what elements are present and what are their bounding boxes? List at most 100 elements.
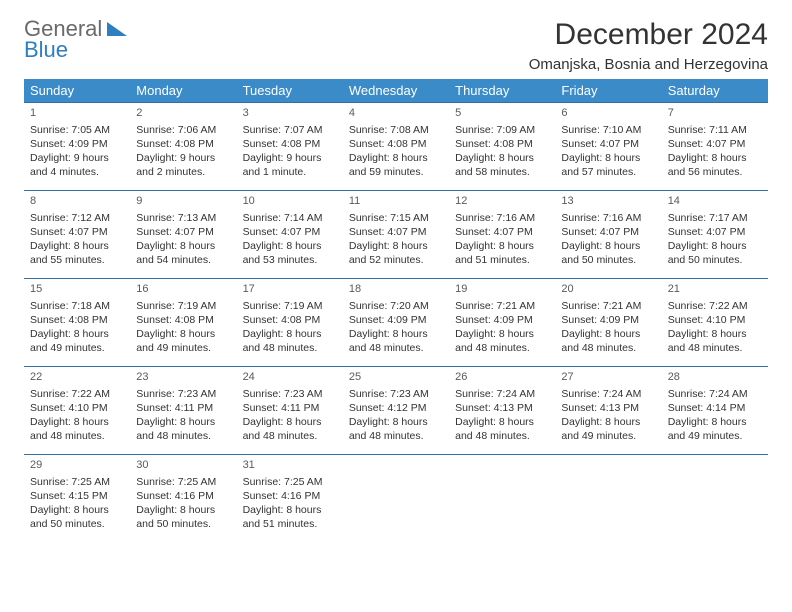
day-number: 14	[668, 194, 762, 209]
cell-day2: and 50 minutes.	[136, 517, 230, 531]
cell-day1: Daylight: 8 hours	[136, 503, 230, 517]
day-number: 16	[136, 282, 230, 297]
calendar-cell: 4Sunrise: 7:08 AMSunset: 4:08 PMDaylight…	[343, 103, 449, 191]
day-number: 2	[136, 106, 230, 121]
cell-sunset: Sunset: 4:07 PM	[243, 225, 337, 239]
cell-sunset: Sunset: 4:08 PM	[349, 137, 443, 151]
cell-day1: Daylight: 8 hours	[243, 503, 337, 517]
cell-day2: and 51 minutes.	[243, 517, 337, 531]
cell-sunset: Sunset: 4:07 PM	[455, 225, 549, 239]
cell-day1: Daylight: 8 hours	[561, 415, 655, 429]
cell-day1: Daylight: 8 hours	[668, 151, 762, 165]
weekday-header: Thursday	[449, 79, 555, 103]
calendar-cell	[343, 455, 449, 543]
cell-sunset: Sunset: 4:07 PM	[30, 225, 124, 239]
calendar-cell: 22Sunrise: 7:22 AMSunset: 4:10 PMDayligh…	[24, 367, 130, 455]
cell-sunrise: Sunrise: 7:22 AM	[30, 387, 124, 401]
cell-sunset: Sunset: 4:08 PM	[30, 313, 124, 327]
cell-sunset: Sunset: 4:08 PM	[455, 137, 549, 151]
calendar-cell: 15Sunrise: 7:18 AMSunset: 4:08 PMDayligh…	[24, 279, 130, 367]
cell-sunset: Sunset: 4:07 PM	[349, 225, 443, 239]
day-number: 26	[455, 370, 549, 385]
cell-sunrise: Sunrise: 7:07 AM	[243, 123, 337, 137]
cell-sunset: Sunset: 4:09 PM	[561, 313, 655, 327]
cell-day1: Daylight: 8 hours	[455, 151, 549, 165]
calendar-cell: 19Sunrise: 7:21 AMSunset: 4:09 PMDayligh…	[449, 279, 555, 367]
cell-day2: and 52 minutes.	[349, 253, 443, 267]
calendar-cell: 12Sunrise: 7:16 AMSunset: 4:07 PMDayligh…	[449, 191, 555, 279]
cell-sunset: Sunset: 4:16 PM	[243, 489, 337, 503]
cell-sunrise: Sunrise: 7:25 AM	[136, 475, 230, 489]
calendar-cell	[449, 455, 555, 543]
day-number: 7	[668, 106, 762, 121]
cell-day1: Daylight: 8 hours	[136, 239, 230, 253]
day-number: 29	[30, 458, 124, 473]
cell-sunrise: Sunrise: 7:09 AM	[455, 123, 549, 137]
cell-sunrise: Sunrise: 7:14 AM	[243, 211, 337, 225]
calendar-cell	[662, 455, 768, 543]
cell-sunset: Sunset: 4:14 PM	[668, 401, 762, 415]
logo: General Blue	[24, 18, 127, 61]
cell-day2: and 48 minutes.	[455, 341, 549, 355]
cell-sunrise: Sunrise: 7:17 AM	[668, 211, 762, 225]
day-number: 19	[455, 282, 549, 297]
cell-sunset: Sunset: 4:07 PM	[136, 225, 230, 239]
cell-sunrise: Sunrise: 7:18 AM	[30, 299, 124, 313]
weekday-header: Monday	[130, 79, 236, 103]
month-title: December 2024	[529, 18, 768, 52]
calendar-cell: 30Sunrise: 7:25 AMSunset: 4:16 PMDayligh…	[130, 455, 236, 543]
day-number: 1	[30, 106, 124, 121]
cell-day2: and 48 minutes.	[243, 429, 337, 443]
cell-sunset: Sunset: 4:11 PM	[243, 401, 337, 415]
calendar-cell: 27Sunrise: 7:24 AMSunset: 4:13 PMDayligh…	[555, 367, 661, 455]
day-number: 31	[243, 458, 337, 473]
calendar-cell	[555, 455, 661, 543]
weekday-row: SundayMondayTuesdayWednesdayThursdayFrid…	[24, 79, 768, 103]
cell-sunrise: Sunrise: 7:05 AM	[30, 123, 124, 137]
cell-sunrise: Sunrise: 7:16 AM	[561, 211, 655, 225]
calendar-body: 1 Sunrise: 7:05 AM Sunset: 4:09 PM Daylight…	[24, 103, 768, 543]
logo-triangle-icon	[107, 22, 127, 36]
calendar-cell: 8Sunrise: 7:12 AMSunset: 4:07 PMDaylight…	[24, 191, 130, 279]
cell-day2: and 48 minutes.	[668, 341, 762, 355]
cell-sunset: Sunset: 4:08 PM	[136, 313, 230, 327]
cell-sunrise: Sunrise: 7:21 AM	[561, 299, 655, 313]
cell-sunrise: Sunrise: 7:19 AM	[136, 299, 230, 313]
weekday-header: Saturday	[662, 79, 768, 103]
calendar-week-row: 15Sunrise: 7:18 AMSunset: 4:08 PMDayligh…	[24, 279, 768, 367]
cell-day2: and 49 minutes.	[561, 429, 655, 443]
cell-sunrise: Sunrise: 7:23 AM	[136, 387, 230, 401]
header: General Blue December 2024 Omanjska, Bos…	[24, 18, 768, 73]
cell-day2: and 49 minutes.	[30, 341, 124, 355]
day-number: 15	[30, 282, 124, 297]
cell-day2: and 56 minutes.	[668, 165, 762, 179]
cell-day1: Daylight: 8 hours	[136, 415, 230, 429]
cell-day2: and 49 minutes.	[136, 341, 230, 355]
cell-day1: Daylight: 8 hours	[136, 327, 230, 341]
location-text: Omanjska, Bosnia and Herzegovina	[529, 56, 768, 73]
cell-sunrise: Sunrise: 7:16 AM	[455, 211, 549, 225]
cell-sunset: Sunset: 4:12 PM	[349, 401, 443, 415]
cell-day1: Daylight: 9 hours	[136, 151, 230, 165]
cell-sunrise: Sunrise: 7:23 AM	[349, 387, 443, 401]
calendar-table: SundayMondayTuesdayWednesdayThursdayFrid…	[24, 79, 768, 542]
cell-day2: and 48 minutes.	[243, 341, 337, 355]
calendar-cell: 16 Sunrise: 7:19 AMSunset: 4:08 PMDayligh…	[130, 279, 236, 367]
cell-sunset: Sunset: 4:13 PM	[561, 401, 655, 415]
calendar-cell: 2Sunrise: 7:06 AMSunset: 4:08 PMDaylight…	[130, 103, 236, 191]
day-number: 17	[243, 282, 337, 297]
calendar-cell: 17Sunrise: 7:19 AMSunset: 4:08 PMDayligh…	[237, 279, 343, 367]
cell-sunset: Sunset: 4:07 PM	[668, 137, 762, 151]
calendar-cell: 7 Sunrise: 7:11 AMSunset: 4:07 PMDaylight…	[662, 103, 768, 191]
cell-sunset: Sunset: 4:07 PM	[561, 137, 655, 151]
cell-day2: and 2 minutes.	[136, 165, 230, 179]
calendar-cell: 13Sunrise: 7:16 AMSunset: 4:07 PMDayligh…	[555, 191, 661, 279]
cell-day1: Daylight: 8 hours	[455, 415, 549, 429]
cell-sunrise: Sunrise: 7:11 AM	[668, 123, 762, 137]
day-number: 3	[243, 106, 337, 121]
calendar-cell: 3Sunrise: 7:07 AMSunset: 4:08 PMDaylight…	[237, 103, 343, 191]
cell-day1: Daylight: 8 hours	[349, 151, 443, 165]
cell-day2: and 53 minutes.	[243, 253, 337, 267]
cell-day2: and 58 minutes.	[455, 165, 549, 179]
calendar-week-row: 22Sunrise: 7:22 AMSunset: 4:10 PMDayligh…	[24, 367, 768, 455]
